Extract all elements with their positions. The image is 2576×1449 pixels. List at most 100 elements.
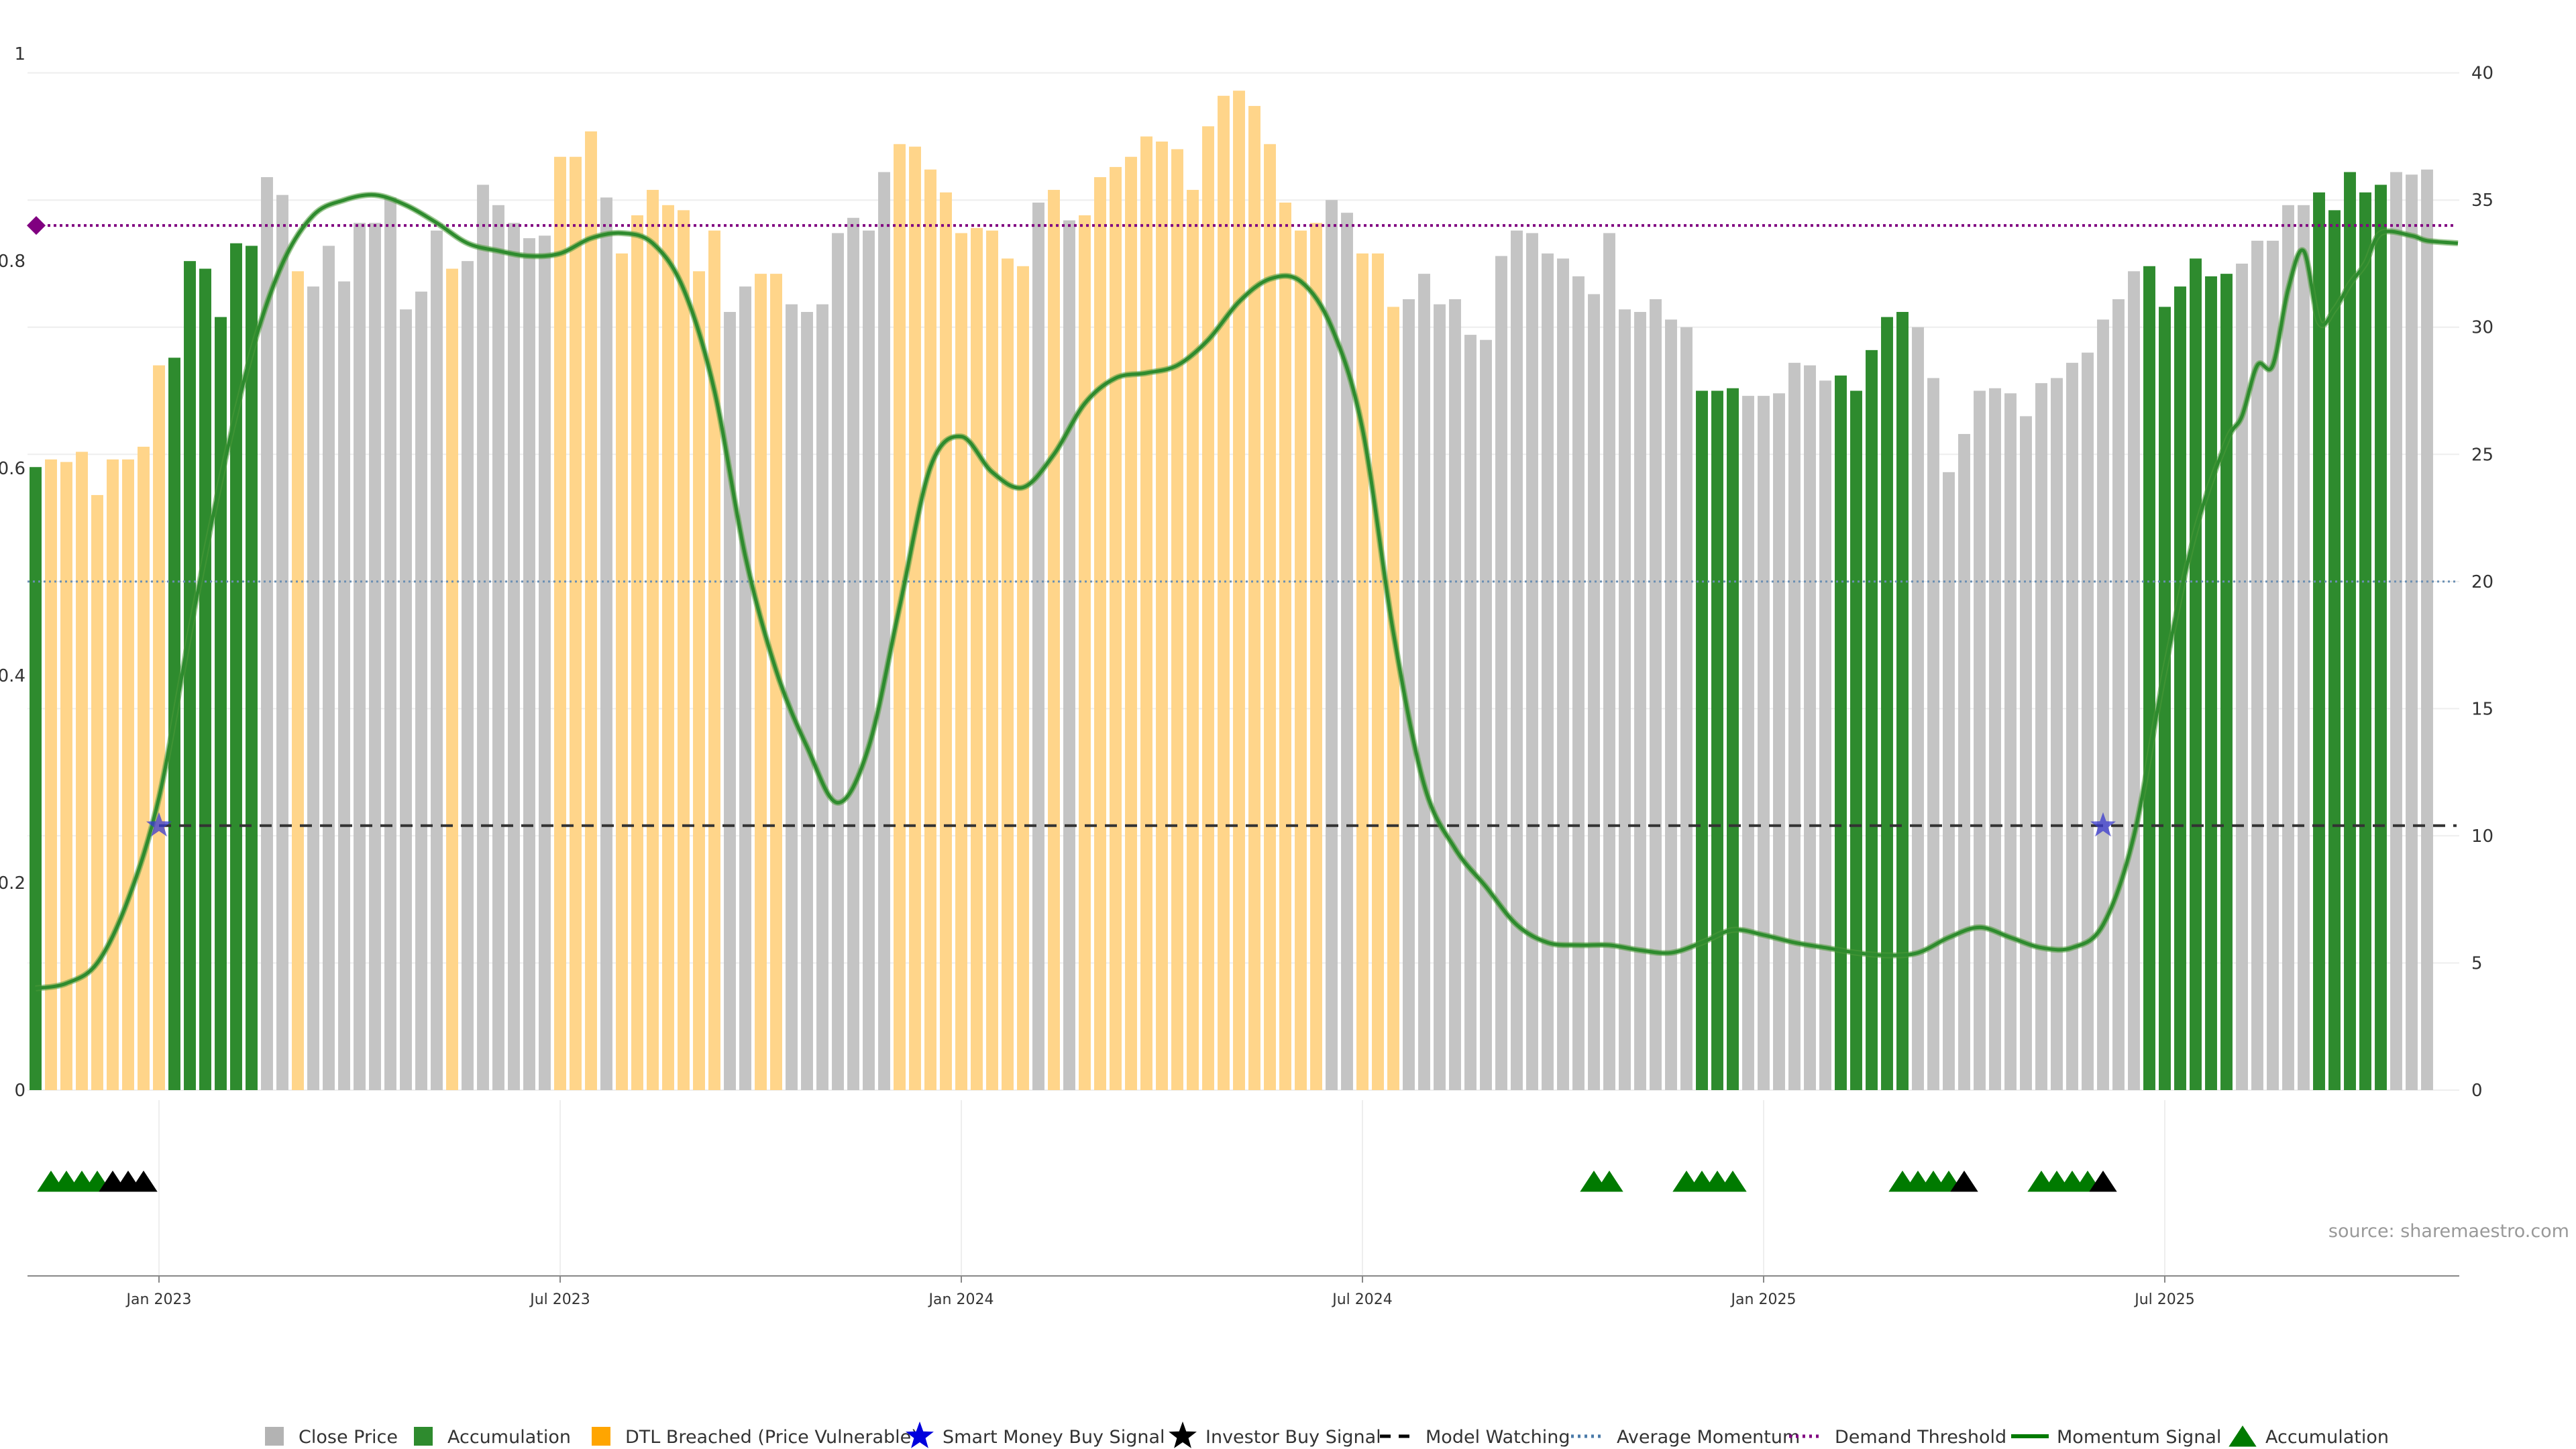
bar-close: [1680, 327, 1693, 1091]
bar-accumulation: [2220, 274, 2233, 1090]
bar-accumulation: [1881, 317, 1893, 1091]
legend-swatch-1: [414, 1427, 433, 1446]
left-tick-4: 0.8: [0, 252, 25, 272]
legend-item-7: Demand Threshold: [1789, 1427, 2006, 1448]
bar-close: [1927, 378, 1939, 1091]
legend-label-1: Accumulation: [447, 1427, 571, 1448]
accumulation-marker-green-5: [1595, 1171, 1623, 1192]
bar-close: [2035, 383, 2047, 1090]
bar-close: [600, 197, 612, 1090]
bar-dtl-breached: [662, 205, 674, 1091]
legend-item-5: Model Watching: [1380, 1427, 1570, 1448]
legend-star-3: [906, 1421, 934, 1448]
legend-item-9: Accumulation: [2229, 1426, 2389, 1448]
bar-accumulation: [2313, 192, 2325, 1091]
bar-close: [539, 235, 551, 1090]
bar-close: [1943, 472, 1955, 1090]
bar-close: [2004, 393, 2017, 1090]
bar-close: [2112, 299, 2125, 1090]
bar-dtl-breached: [1233, 91, 1245, 1090]
accumulation-markers: [37, 1171, 2117, 1192]
bar-close: [354, 223, 366, 1090]
x-tick-label-0: Jan 2023: [125, 1291, 192, 1308]
bar-close: [1819, 380, 1831, 1090]
bar-accumulation: [2143, 266, 2155, 1090]
bar-dtl-breached: [1202, 126, 1214, 1091]
smart-money-signal-1: [2090, 812, 2116, 837]
bar-accumulation: [1896, 311, 1909, 1091]
smart-money-signal-0: [146, 812, 172, 837]
bar-close: [1650, 299, 1662, 1090]
left-tick-3: 0.6: [0, 459, 25, 479]
bar-close: [1912, 327, 1924, 1091]
bar-dtl-breached: [955, 233, 967, 1090]
left-tick-5: 1: [14, 44, 25, 64]
bar-dtl-breached: [1094, 177, 1106, 1090]
bar-close: [307, 286, 319, 1090]
bar-close: [492, 205, 504, 1091]
bar-close: [1403, 299, 1415, 1090]
bar-close: [1326, 200, 1338, 1090]
bar-dtl-breached: [755, 274, 767, 1090]
legend-item-6: Average Momentum: [1571, 1427, 1800, 1448]
bar-close: [2421, 169, 2433, 1090]
bar-dtl-breached: [1017, 266, 1029, 1090]
bar-close: [431, 230, 443, 1090]
right-tick-2: 10: [2471, 826, 2493, 847]
momentum-signal-halo: [35, 191, 2459, 991]
legend-item-0: Close Price: [265, 1427, 398, 1448]
bar-close: [1464, 335, 1477, 1090]
legend-label-7: Demand Threshold: [1835, 1427, 2006, 1448]
legend-swatch-0: [265, 1427, 284, 1446]
bar-accumulation: [1727, 388, 1739, 1090]
bar-close: [462, 261, 474, 1091]
x-tick-label-5: Jul 2025: [2133, 1291, 2195, 1308]
bar-close: [1557, 258, 1569, 1091]
bar-close: [1742, 396, 1754, 1090]
legend-label-2: DTL Breached (Price Vulnerable): [625, 1427, 918, 1448]
bar-accumulation: [2344, 172, 2356, 1091]
bar-close: [2298, 205, 2310, 1091]
legend-label-5: Model Watching: [1426, 1427, 1570, 1448]
bar-close: [786, 304, 798, 1091]
bar-accumulation: [1866, 350, 1878, 1090]
bar-dtl-breached: [1171, 149, 1183, 1091]
bar-close: [2251, 240, 2263, 1090]
bar-close: [1480, 339, 1492, 1090]
bar-dtl-breached: [1002, 258, 1014, 1091]
bar-close: [2236, 263, 2248, 1090]
bar-close: [1665, 319, 1677, 1090]
left-tick-2: 0.4: [0, 666, 25, 686]
bar-accumulation: [215, 317, 227, 1091]
bar-close: [323, 246, 335, 1091]
bar-close: [1804, 365, 1816, 1090]
right-tick-0: 0: [2471, 1081, 2483, 1101]
bar-dtl-breached: [1279, 202, 1291, 1090]
bar-close: [739, 286, 751, 1090]
source-label: source: sharemaestro.com: [2328, 1221, 2569, 1242]
bar-dtl-breached: [554, 156, 566, 1090]
bar-close: [1974, 390, 1986, 1091]
bar-dtl-breached: [107, 459, 119, 1090]
bar-close: [1449, 299, 1461, 1090]
x-tick-label-4: Jan 2025: [1730, 1291, 1796, 1308]
bar-close: [1788, 362, 1801, 1090]
bar-close: [1542, 253, 1554, 1090]
bar-close: [1434, 304, 1446, 1091]
right-tick-4: 20: [2471, 572, 2493, 592]
legend: Close Price Accumulation DTL Breached (Pri…: [265, 1421, 2389, 1448]
bar-dtl-breached: [570, 156, 582, 1090]
bar-dtl-breached: [1387, 307, 1399, 1090]
bar-close: [2097, 319, 2109, 1090]
bar-dtl-breached: [1310, 223, 1322, 1090]
bar-dtl-breached: [1372, 253, 1384, 1090]
bar-dtl-breached: [940, 192, 952, 1091]
bar-dtl-breached: [986, 230, 998, 1090]
legend-item-2: DTL Breached (Price Vulnerable): [592, 1427, 918, 1448]
bar-dtl-breached: [446, 268, 458, 1090]
bar-dtl-breached: [292, 271, 304, 1091]
bar-accumulation: [184, 261, 196, 1091]
right-tick-6: 30: [2471, 318, 2493, 338]
legend-item-1: Accumulation: [414, 1427, 571, 1448]
